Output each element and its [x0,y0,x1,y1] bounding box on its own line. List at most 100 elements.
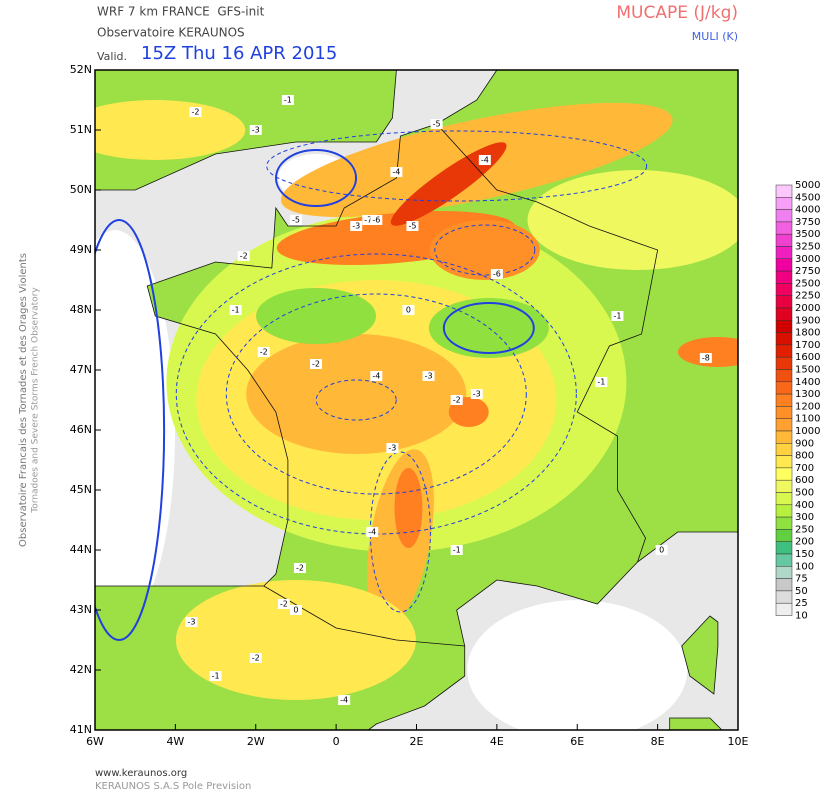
contour-label-bg [478,155,491,165]
muli-contour [95,219,166,641]
muli-contour [225,293,527,495]
colorbar-label: 600 [795,475,814,486]
contour-label: -1 [212,672,220,681]
contour-label-bg [490,269,503,279]
contour-label-bg [277,599,290,609]
colorbar-label: 500 [795,488,814,499]
colorbar-swatch [775,233,793,247]
contour-label: -5 [433,120,441,129]
contour-label: -6 [372,216,380,225]
contour-label: 0 [293,606,298,615]
colorbar-swatch [775,332,793,346]
cape-area [428,298,549,358]
contour-label-bg [362,215,375,225]
colorbar-label: 150 [795,549,814,560]
colorbar-label: 5000 [795,180,820,191]
contour-label-bg [422,371,435,381]
contour-label: -5 [408,222,416,231]
contour-label-bg [185,617,198,627]
colorbar-label: 1700 [795,340,820,351]
cape-area [677,337,738,367]
contour-label: -2 [312,360,320,369]
colorbar-label: 4000 [795,205,820,216]
colorbar-label: 400 [795,500,814,511]
contour-label: -2 [191,108,199,117]
colorbar-swatch [775,602,793,616]
coastline [681,615,719,695]
contour-label: -2 [252,654,260,663]
colorbar-swatch [775,344,793,358]
y-tick-label: 46N [70,423,92,436]
contour-label-bg [370,215,383,225]
y-tick-label: 51N [70,123,92,136]
contour-label-bg [249,653,262,663]
x-tick-label: 10E [728,735,749,748]
contour-label: -3 [187,618,195,627]
coastline [95,70,397,191]
model-title: WRF 7 km FRANCE GFS-init [97,5,265,19]
contour-label: -3 [473,390,481,399]
colorbar-swatch [775,492,793,506]
contour-label: -3 [352,222,360,231]
contour-label-bg [611,311,624,321]
y-tick-label: 44N [70,543,92,556]
contour-label-bg [699,353,712,363]
x-tick-label: 4E [490,735,504,748]
colorbar-label: 2250 [795,291,820,302]
contour-label-bg [430,119,443,129]
contour-label-bg [370,371,383,381]
contour-label: -2 [280,600,288,609]
contour-label: -5 [292,216,300,225]
y-tick-label: 48N [70,303,92,316]
land [681,616,718,694]
contour-label-bg [257,347,270,357]
x-tick-label: 0 [333,735,340,748]
contour-label-bg [366,527,379,537]
muli-contour [275,149,358,207]
land [669,718,722,730]
contour-label: -3 [388,444,396,453]
x-tick-label: 2W [247,735,265,748]
colorbar-label: 700 [795,463,814,474]
contour-label-bg [237,251,250,261]
colorbar-swatch [775,369,793,383]
colorbar-label: 800 [795,451,814,462]
contour-label: -3 [425,372,433,381]
colorbar-swatch [775,270,793,284]
cape-area [175,580,416,700]
colorbar-label: 1600 [795,352,820,363]
x-tick-label: 2E [410,735,424,748]
contour-label: -1 [613,312,621,321]
y-tick-label: 50N [70,183,92,196]
colorbar-swatch [775,578,793,592]
contour-label: -4 [392,168,400,177]
colorbar-swatch [775,381,793,395]
contour-label-bg [450,395,463,405]
contour-label: -4 [340,696,348,705]
muli-contour [369,451,431,613]
contour-label-bg [595,377,608,387]
colorbar-label: 4500 [795,192,820,203]
contour-label-bg [406,221,419,231]
colorbar-label: 250 [795,524,814,535]
colorbar-swatch [775,209,793,223]
muli-contour [434,224,536,276]
x-tick-label: 6E [570,735,584,748]
colorbar-label: 3000 [795,254,820,265]
contour-label: -4 [372,372,380,381]
colorbar-swatch [775,283,793,296]
contour-label-bg [338,695,351,705]
y-tick-label: 47N [70,363,92,376]
colorbar-swatch [775,541,793,555]
contour-label-bg [229,305,242,315]
contour-label-bg [655,545,668,555]
colorbar-label: 1300 [795,389,820,400]
contour-label-bg [350,221,363,231]
colorbar-swatch [775,221,793,235]
colorbar-label: 100 [795,561,814,572]
muli-contour [315,379,397,421]
contour-label: -1 [232,306,240,315]
colorbar-label: 2750 [795,266,820,277]
cape-area [390,142,507,226]
contour-label: 0 [659,546,664,555]
